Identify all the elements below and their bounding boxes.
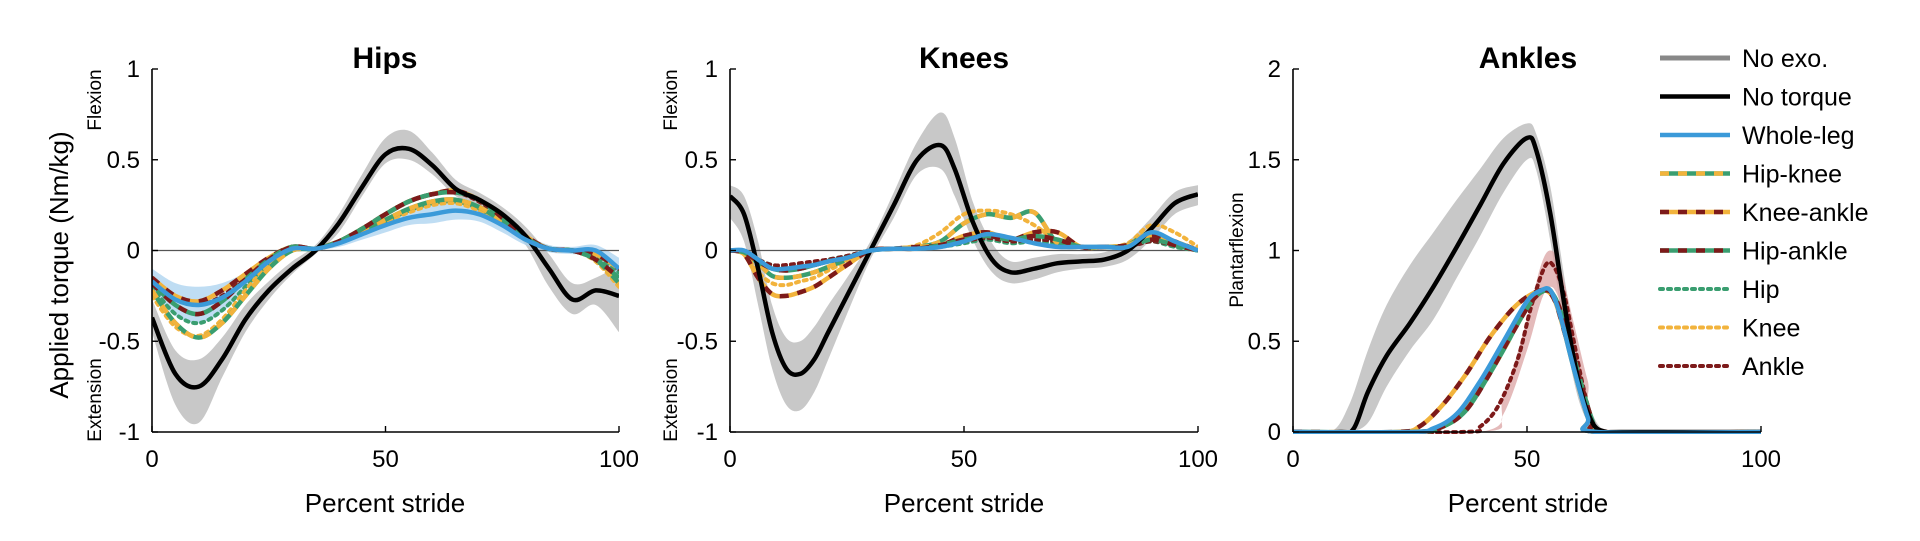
legend-item-hip-knee: Hip-knee <box>1660 161 1842 189</box>
ankles-ytick-label: 1 <box>1268 238 1281 265</box>
legend-item-hip: Hip <box>1658 276 1780 304</box>
legend: No exo. No torque Whole-leg Hip-knee Knee-an… <box>1658 45 1868 381</box>
hips-panel: Hips Flexion Extension Percent stride -1… <box>85 42 639 518</box>
ankles-band-no-exo <box>1293 123 1761 434</box>
hips-flexion-label: Flexion <box>85 69 106 130</box>
legend-label-whole-leg: Whole-leg <box>1742 122 1855 150</box>
legend-label-no-torque: No torque <box>1742 84 1852 112</box>
legend-item-ankle: Ankle <box>1658 353 1805 381</box>
ankles-series-whole-leg <box>1293 285 1761 434</box>
hips-ytick-label: -1 <box>119 419 140 446</box>
hips-band-no-exo <box>152 129 619 425</box>
hips-plot-area: -1 -0.5 0 0.5 1 0 50 100 <box>99 56 639 473</box>
legend-item-knee-ankle: Knee-ankle <box>1660 199 1868 227</box>
ankles-panel: Ankles Plantarflexion Percent stride 0 0.… <box>1227 42 1781 518</box>
ankles-series-whole-leg-line <box>1293 285 1761 434</box>
legend-label-hip: Hip <box>1742 276 1780 304</box>
hips-xtick-label: 0 <box>145 446 158 473</box>
legend-item-whole-leg: Whole-leg <box>1660 122 1855 150</box>
knees-ytick-label: 0 <box>705 238 718 265</box>
knees-series-no-torque-line <box>730 142 1198 377</box>
knees-series-whole-leg-line <box>730 230 1198 272</box>
legend-item-no-torque: No torque <box>1660 84 1852 112</box>
figure-ylabel: Applied torque (Nm/kg) <box>44 131 74 398</box>
legend-label-no-exo: No exo. <box>1742 45 1828 73</box>
legend-label-knee: Knee <box>1742 315 1800 343</box>
legend-label-ankle: Ankle <box>1742 353 1805 381</box>
ankles-ytick-label: 1.5 <box>1248 147 1281 174</box>
hips-extension-label: Extension <box>85 358 106 441</box>
legend-label-hip-knee: Hip-knee <box>1742 161 1842 189</box>
knees-series-whole-leg <box>730 230 1198 272</box>
ankles-series-no-torque <box>1293 135 1761 434</box>
ankles-plantarflexion-label: Plantarflexion <box>1227 192 1248 307</box>
hips-xtick-label: 100 <box>599 446 639 473</box>
ankles-ytick-label: 0.5 <box>1248 328 1281 355</box>
hips-band-whole-leg <box>152 201 619 324</box>
hips-xtick-label: 50 <box>372 446 399 473</box>
hips-series-whole-leg <box>152 208 619 308</box>
ankles-ytick-label: 2 <box>1268 56 1281 83</box>
ankles-series-knee-ankle-line-overlay <box>1293 287 1761 434</box>
ankles-ytick-label: 0 <box>1268 419 1281 446</box>
ankles-band-ankle <box>1293 250 1761 434</box>
legend-item-knee: Knee <box>1658 315 1800 343</box>
hips-ytick-label: 0.5 <box>107 147 140 174</box>
hips-ytick-label: -0.5 <box>99 328 140 355</box>
hips-ytick-label: 1 <box>127 56 140 83</box>
legend-label-hip-ankle: Hip-ankle <box>1742 238 1848 266</box>
knees-title: Knees <box>919 42 1009 75</box>
knees-band-no-exo <box>730 112 1198 412</box>
knees-xtick-label: 50 <box>951 446 978 473</box>
knees-extension-label: Extension <box>661 358 682 441</box>
ankles-xtick-label: 50 <box>1514 446 1541 473</box>
knees-panel: Knees Flexion Extension Percent stride -… <box>661 42 1218 518</box>
ankles-series-ankle <box>1293 260 1761 434</box>
knees-xtick-label: 0 <box>723 446 736 473</box>
legend-item-no-exo: No exo. <box>1660 45 1828 73</box>
knees-ytick-label: 1 <box>705 56 718 83</box>
hips-series-no-torque <box>152 145 619 390</box>
hips-ytick-label: 0 <box>127 238 140 265</box>
knees-xtick-label: 100 <box>1178 446 1218 473</box>
knees-ytick-label: 0.5 <box>685 147 718 174</box>
ankles-xlabel: Percent stride <box>1448 488 1608 518</box>
ankles-series-no-torque-line <box>1293 135 1761 434</box>
ankles-series-layer <box>1293 123 1761 434</box>
ankles-series-ankle-line <box>1293 260 1761 434</box>
hips-series-layer <box>152 129 619 425</box>
knees-plot-area: -1 -0.5 0 0.5 1 0 50 100 <box>677 56 1218 473</box>
ankles-title: Ankles <box>1479 42 1577 75</box>
knees-xlabel: Percent stride <box>884 488 1044 518</box>
legend-label-knee-ankle: Knee-ankle <box>1742 199 1868 227</box>
ankles-plot-area: 0 0.5 1 1.5 2 0 50 100 <box>1248 56 1781 473</box>
knees-ytick-label: -1 <box>697 419 718 446</box>
legend-item-hip-ankle: Hip-ankle <box>1660 238 1848 266</box>
ankles-xtick-label: 0 <box>1286 446 1299 473</box>
hips-title: Hips <box>352 42 417 75</box>
hips-series-whole-leg-line <box>152 208 619 308</box>
knees-series-no-torque <box>730 142 1198 377</box>
knees-flexion-label: Flexion <box>661 69 682 130</box>
hips-series-no-torque-line <box>152 145 619 390</box>
hips-xlabel: Percent stride <box>305 488 465 518</box>
knees-ytick-label: -0.5 <box>677 328 718 355</box>
ankles-xtick-label: 100 <box>1741 446 1781 473</box>
knees-series-layer <box>730 112 1198 412</box>
